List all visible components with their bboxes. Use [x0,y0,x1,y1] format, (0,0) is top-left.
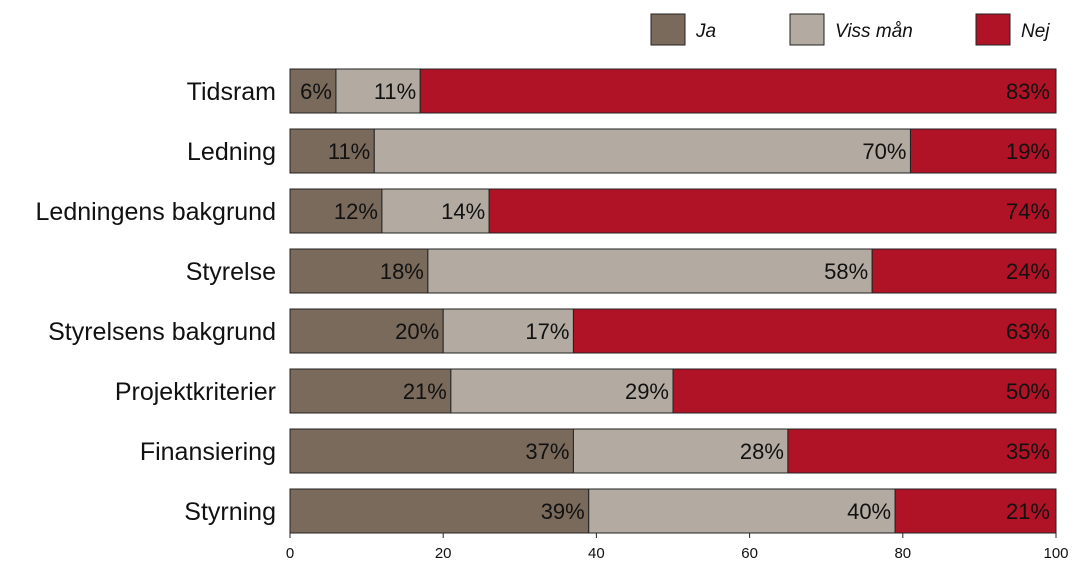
value-label-ledning-ja: 11% [328,139,370,164]
value-label-ledningens-bakgrund-nej: 74% [1006,199,1050,224]
tick-label-20: 20 [435,545,452,562]
bar-ledningens-bakgrund-viss-man [381,188,490,234]
legend: Ja Viss mån Nej [650,13,1050,46]
bar-ledning-nej [909,128,1057,174]
value-label-ledningens-bakgrund-viss-man: 14% [441,199,485,224]
category-label-ledningens-bakgrund: Ledningens bakgrund [36,198,276,226]
legend-label-viss-man: Viss mån [835,21,913,42]
bar-projektkriterier-viss-man [450,368,674,414]
bar-styrelsens-bakgrund-nej [572,308,1057,354]
bar-frame-styrning [289,488,1057,534]
value-label-styrelse-nej: 24% [1006,259,1050,284]
bar-projektkriterier-ja [289,368,452,414]
bar-styrning-nej [894,488,1057,534]
category-label-styrning: Styrning [184,498,276,526]
value-label-projektkriterier-ja: 21% [403,379,447,404]
legend-label-ja: Ja [695,21,716,42]
bar-tidsram-nej [419,68,1057,114]
value-label-ledning-viss-man: 70% [862,139,906,164]
tick-label-80: 80 [894,545,911,562]
bar-tidsram-ja [289,68,337,114]
bar-styrelsens-bakgrund-ja [289,308,444,354]
bar-ledningens-bakgrund-nej [488,188,1057,234]
bar-frame-finansiering [289,428,1057,474]
category-label-finansiering: Finansiering [140,438,276,466]
value-label-styrning-nej: 21% [1006,499,1050,524]
value-label-finansiering-ja: 37% [525,439,569,464]
value-label-ledningens-bakgrund-ja: 12% [334,199,378,224]
bar-styrelsens-bakgrund-viss-man [442,308,574,354]
category-label-projektkriterier: Projektkriterier [115,378,276,406]
tick-label-60: 60 [741,545,758,562]
value-label-styrning-ja: 39% [541,499,585,524]
bar-frame-ledningens-bakgrund [289,188,1057,234]
value-label-styrelsens-bakgrund-viss-man: 17% [525,319,569,344]
value-label-styrelse-ja: 18% [380,259,424,284]
value-label-tidsram-ja: 6% [300,79,332,104]
legend-swatch-viss-man [789,13,825,46]
x-axis: 0 20 40 60 80 100 [286,533,1069,562]
category-label-tidsram: Tidsram [187,78,276,106]
bar-ledning-viss-man [373,128,911,174]
bar-styrning-ja [289,488,590,534]
bar-frame-tidsram [289,68,1057,114]
legend-swatch-ja [650,13,686,46]
legend-label-nej: Nej [1021,21,1050,42]
value-label-tidsram-viss-man: 11% [374,79,416,104]
bar-projektkriterier-nej [672,368,1057,414]
bar-styrelse-viss-man [427,248,873,294]
bar-frame-projektkriterier [289,368,1057,414]
value-label-styrning-viss-man: 40% [847,499,891,524]
value-label-projektkriterier-nej: 50% [1006,379,1050,404]
bar-styrning-viss-man [588,488,896,534]
bar-frame-ledning [289,128,1057,174]
value-label-tidsram-nej: 83% [1006,79,1050,104]
bar-tidsram-viss-man [335,68,421,114]
value-label-styrelse-viss-man: 58% [824,259,868,284]
value-label-ledning-nej: 19% [1006,139,1050,164]
tick-label-0: 0 [286,545,294,562]
value-label-projektkriterier-viss-man: 29% [625,379,669,404]
category-labels: Tidsram Ledning Ledningens bakgrund Styrels… [36,78,276,526]
tick-label-100: 100 [1043,545,1068,562]
value-label-finansiering-viss-man: 28% [740,439,784,464]
value-label-styrelsens-bakgrund-ja: 20% [395,319,439,344]
bars: 6% 11% 83% 11% 70% 19% 12% 14% 74% 18% 58% 24% 20% 17… [289,68,1057,534]
legend-swatch-nej [975,13,1011,46]
value-label-finansiering-nej: 35% [1006,439,1050,464]
bar-frame-styrelse [289,248,1057,294]
value-label-styrelsens-bakgrund-nej: 63% [1006,319,1050,344]
category-label-ledning: Ledning [187,138,276,166]
bar-frame-styrelsens-bakgrund [289,308,1057,354]
tick-label-40: 40 [588,545,605,562]
category-label-styrelse: Styrelse [186,258,276,286]
category-label-styrelsens-bakgrund: Styrelsens bakgrund [48,318,276,346]
